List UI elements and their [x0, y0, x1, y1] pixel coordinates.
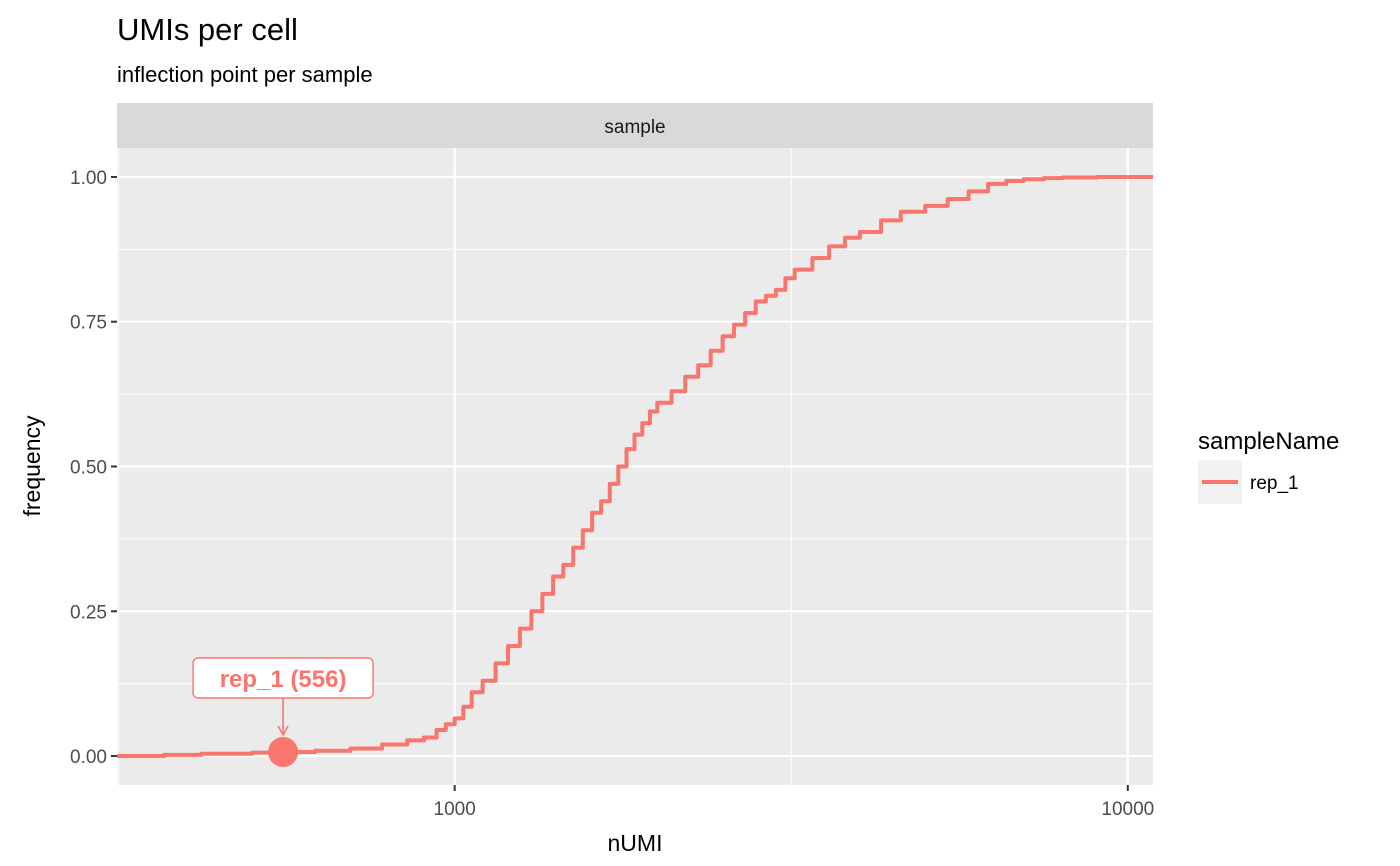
- annotation-arrowhead: [277, 725, 289, 737]
- annotation-layer: rep_1 (556): [192, 657, 374, 767]
- y-tick-label: 1.00: [70, 168, 107, 189]
- x-tick-label: 1000: [434, 799, 476, 820]
- x-tick-label: 10000: [1101, 799, 1154, 820]
- y-tick-label: 0.00: [70, 747, 107, 768]
- inflection-point-marker: [268, 736, 299, 767]
- grid-minor: [117, 148, 1153, 785]
- chart-title: UMIs per cell: [117, 12, 298, 47]
- y-tick-label: 0.50: [70, 458, 107, 479]
- grid-major: [117, 148, 1153, 785]
- legend-title: sampleName: [1198, 428, 1339, 455]
- series-layer: [117, 175, 1153, 758]
- y-axis: 0.00 0.25 0.50 0.75 1.00: [70, 168, 117, 768]
- x-axis-title: nUMI: [608, 830, 663, 856]
- legend: sampleName rep_1: [1198, 428, 1339, 504]
- annotation-label-box: [192, 657, 374, 699]
- facet-strip-label: sample: [604, 117, 665, 138]
- annotation-label: rep_1 (556): [220, 666, 347, 693]
- y-tick-label: 0.25: [70, 602, 107, 623]
- legend-label-rep-1: rep_1: [1250, 473, 1299, 494]
- y-tick-label: 0.75: [70, 313, 107, 334]
- x-axis: 1000 10000: [434, 785, 1154, 820]
- chart-subtitle: inflection point per sample: [117, 62, 373, 87]
- facet-strip: [117, 103, 1153, 148]
- series-line-rep-1: [117, 175, 1153, 758]
- y-axis-title: frequency: [19, 415, 45, 517]
